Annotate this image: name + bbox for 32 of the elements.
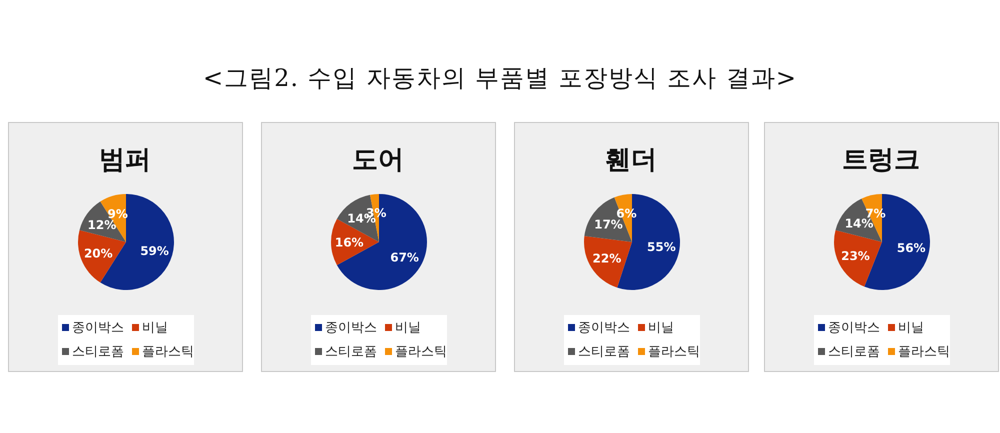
legend-label: 비닐 [142,320,168,336]
data-label: 17% [594,217,623,232]
legend-label: 종이박스 [325,320,377,336]
legend-label: 종이박스 [578,320,630,336]
legend-label: 플라스틱 [648,344,700,360]
legend-label: 비닐 [395,320,421,336]
data-label: 55% [647,240,676,254]
data-label: 23% [841,249,870,264]
text: <그림2. 수입 자동차의 부품별 포장방식 조사 결과> [202,63,798,94]
legend-label: 스티로폼 [325,344,377,360]
chart-title: 휀더 [605,145,657,175]
legend-label: 플라스틱 [142,344,194,360]
data-label: 67% [390,250,419,265]
data-label: 14% [844,216,874,231]
data-label: 12% [88,218,116,232]
data-label: 20% [84,246,113,260]
legend-label: 스티로폼 [72,344,124,360]
chart-title: 범퍼 [99,145,151,175]
data-label: 16% [334,236,364,250]
chart-title: 트렁크 [842,145,920,175]
legend-label: 비닐 [898,320,924,336]
data-label: 56% [896,241,926,256]
legend-label: 스티로폼 [828,344,880,360]
legend-label: 플라스틱 [898,344,950,360]
data-label: 22% [592,251,622,266]
legend-label: 비닐 [648,320,674,336]
data-label: 59% [140,244,169,258]
legend-label: 스티로폼 [578,344,630,360]
legend-label: 종이박스 [828,320,880,336]
chart-title: 도어 [352,145,404,175]
legend-label: 플라스틱 [395,344,447,360]
legend-label: 종이박스 [72,320,124,336]
